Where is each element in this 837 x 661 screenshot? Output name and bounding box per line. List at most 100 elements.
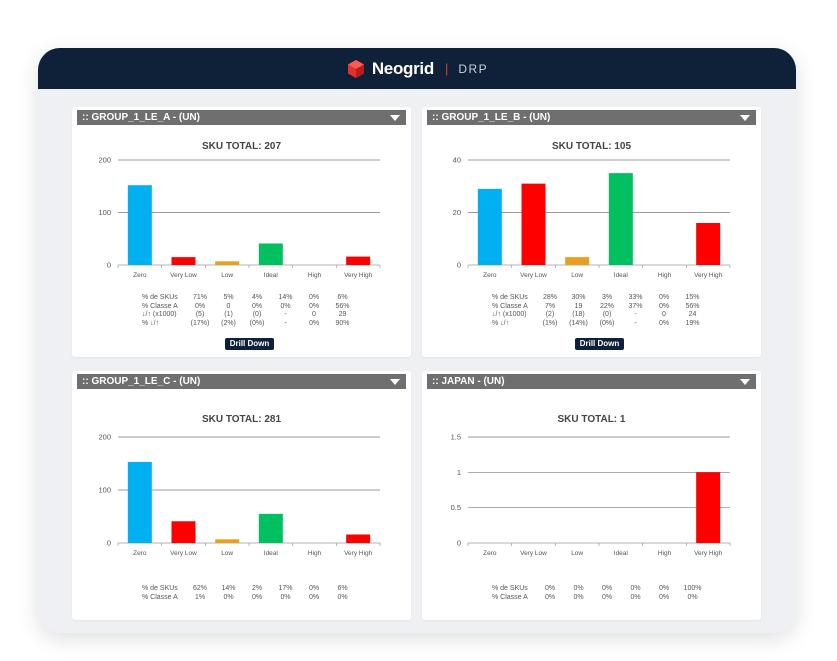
- bar-chart: SKU TOTAL: 105 0 20 40 Zero Very Low Low Ideal H…: [453, 141, 731, 279]
- stats-value: 0%: [337, 593, 348, 601]
- panel-header[interactable]: :: GROUP_1_LE_C - (UN): [77, 374, 406, 389]
- y-tick-label: 100: [98, 486, 111, 495]
- bar-very-high[interactable]: [346, 256, 371, 265]
- y-tick-label: 0: [107, 539, 111, 548]
- drill-down-button[interactable]: Drill Down: [575, 338, 624, 350]
- stats-table: % de SKUs 28% 30% 3% 33% 0% 15% % Classe A 7% 19 2…: [422, 294, 761, 334]
- stats-value: (1): [224, 311, 233, 319]
- bar-very-low[interactable]: [171, 521, 196, 543]
- chart-title: SKU TOTAL: 1: [558, 414, 626, 425]
- panel-japan: :: JAPAN - (UN) SKU TOTAL: 1 0 0.5 1 1.5 Zero…: [422, 371, 761, 620]
- stats-value: -: [634, 319, 637, 327]
- bar-very-low[interactable]: [171, 257, 196, 265]
- bar-ideal[interactable]: [258, 243, 283, 265]
- panel-group-1-le-b: :: GROUP_1_LE_B - (UN) SKU TOTAL: 105 0 20…: [422, 107, 761, 357]
- chart-title: SKU TOTAL: 281: [202, 414, 282, 425]
- stats-value: (0%): [599, 319, 615, 327]
- x-tick-label: Very High: [344, 272, 373, 279]
- stats-value: 4%: [251, 294, 263, 301]
- stats-value: 0%: [573, 585, 584, 592]
- stats-value: 6%: [337, 585, 348, 592]
- bar-zero[interactable]: [477, 188, 502, 265]
- bar-ideal[interactable]: [258, 513, 283, 543]
- stats-value: 0%: [251, 302, 263, 310]
- stats-value: 0%: [658, 593, 670, 601]
- stats-value: (5): [195, 311, 205, 319]
- x-tick-label: Very Low: [170, 550, 197, 557]
- stats-value: 0%: [687, 593, 698, 601]
- x-tick-label: Very High: [694, 272, 723, 279]
- stats-value: 0%: [658, 585, 670, 592]
- stats-value: 0%: [308, 593, 320, 601]
- stats-value: 0%: [280, 302, 291, 310]
- stats-value: 0%: [658, 294, 670, 301]
- x-tick-label: Very High: [344, 550, 373, 557]
- stats-value: 0%: [280, 593, 291, 601]
- bar-very-high[interactable]: [696, 223, 721, 265]
- stats-value: 62%: [192, 585, 207, 592]
- x-tick-label: Zero: [133, 272, 147, 279]
- stats-value: 0: [662, 311, 666, 319]
- chevron-down-icon[interactable]: [390, 115, 400, 121]
- stats-row-label: % Classe A: [492, 593, 528, 601]
- bar-low[interactable]: [215, 539, 240, 543]
- stats-value: 14%: [221, 585, 236, 592]
- stats-value: (14%): [569, 319, 588, 327]
- stats-value: 6%: [337, 294, 348, 301]
- stats-value: 19%: [685, 319, 700, 327]
- stats-table: % de SKUs 71% 5% 4% 14% 0% 6%% Classe A 0% 0 0% 0%…: [72, 294, 411, 334]
- chevron-down-icon[interactable]: [740, 115, 750, 121]
- stats-value: 28%: [542, 294, 557, 301]
- bar-low[interactable]: [565, 257, 590, 265]
- bar-very-low[interactable]: [521, 183, 546, 265]
- panel-header[interactable]: :: GROUP_1_LE_B - (UN): [427, 110, 756, 125]
- x-tick-label: Ideal: [264, 550, 279, 557]
- bar-zero[interactable]: [127, 461, 152, 543]
- y-tick-label: 0: [457, 261, 461, 270]
- bar-ideal[interactable]: [608, 173, 633, 265]
- stats-row-label: % ↓/↑: [492, 319, 510, 327]
- stats-value: 3%: [601, 294, 613, 301]
- stats-value: (0%): [249, 319, 265, 327]
- brand-separator: |: [444, 61, 449, 76]
- chevron-down-icon[interactable]: [740, 379, 750, 385]
- panel-header[interactable]: :: JAPAN - (UN): [427, 374, 756, 389]
- stats-value: 2%: [251, 585, 263, 592]
- y-tick-label: 20: [453, 208, 461, 217]
- brand-name: Neogrid: [371, 58, 434, 78]
- drill-down-button[interactable]: Drill Down: [225, 338, 274, 350]
- panel-header[interactable]: :: GROUP_1_LE_A - (UN): [77, 110, 406, 125]
- bar-very-high[interactable]: [346, 534, 371, 543]
- stats-row-label: ↓/↑ (x1000): [492, 311, 527, 319]
- bar-chart: SKU TOTAL: 207 0 100 200 Zero Very Low Low Idea…: [98, 141, 381, 279]
- bar-zero[interactable]: [127, 185, 152, 265]
- x-tick-label: Very High: [694, 550, 723, 557]
- stats-value: -: [634, 311, 637, 319]
- stats-value: 0%: [223, 593, 234, 601]
- bar-low[interactable]: [215, 261, 240, 265]
- bar-very-high[interactable]: [696, 472, 721, 543]
- stats-value: 0%: [573, 593, 584, 601]
- stats-value: 0%: [658, 319, 670, 327]
- stats-value: 56%: [335, 302, 350, 310]
- panel-title: :: GROUP_1_LE_C - (UN): [82, 376, 201, 387]
- stats-value: 0%: [308, 585, 320, 592]
- stats-value: 90%: [335, 319, 350, 327]
- x-tick-label: High: [658, 550, 672, 557]
- stats-value: (18): [572, 311, 585, 319]
- chevron-down-icon[interactable]: [390, 379, 400, 385]
- stats-value: 37%: [628, 302, 643, 310]
- stats-value: (1%): [542, 319, 558, 327]
- y-tick-label: 1: [457, 468, 461, 477]
- stats-value: (0): [252, 311, 262, 319]
- x-tick-label: Low: [571, 272, 583, 279]
- stats-row-label: % de SKUs: [142, 585, 178, 592]
- stats-value: 0: [312, 311, 316, 319]
- stats-value: 0: [226, 302, 231, 310]
- stats-row-label: % Classe A: [142, 302, 178, 310]
- panel-title: :: JAPAN - (UN): [432, 376, 505, 387]
- stats-value: 56%: [685, 302, 700, 310]
- y-tick-label: 200: [98, 156, 111, 165]
- y-tick-label: 200: [98, 433, 111, 442]
